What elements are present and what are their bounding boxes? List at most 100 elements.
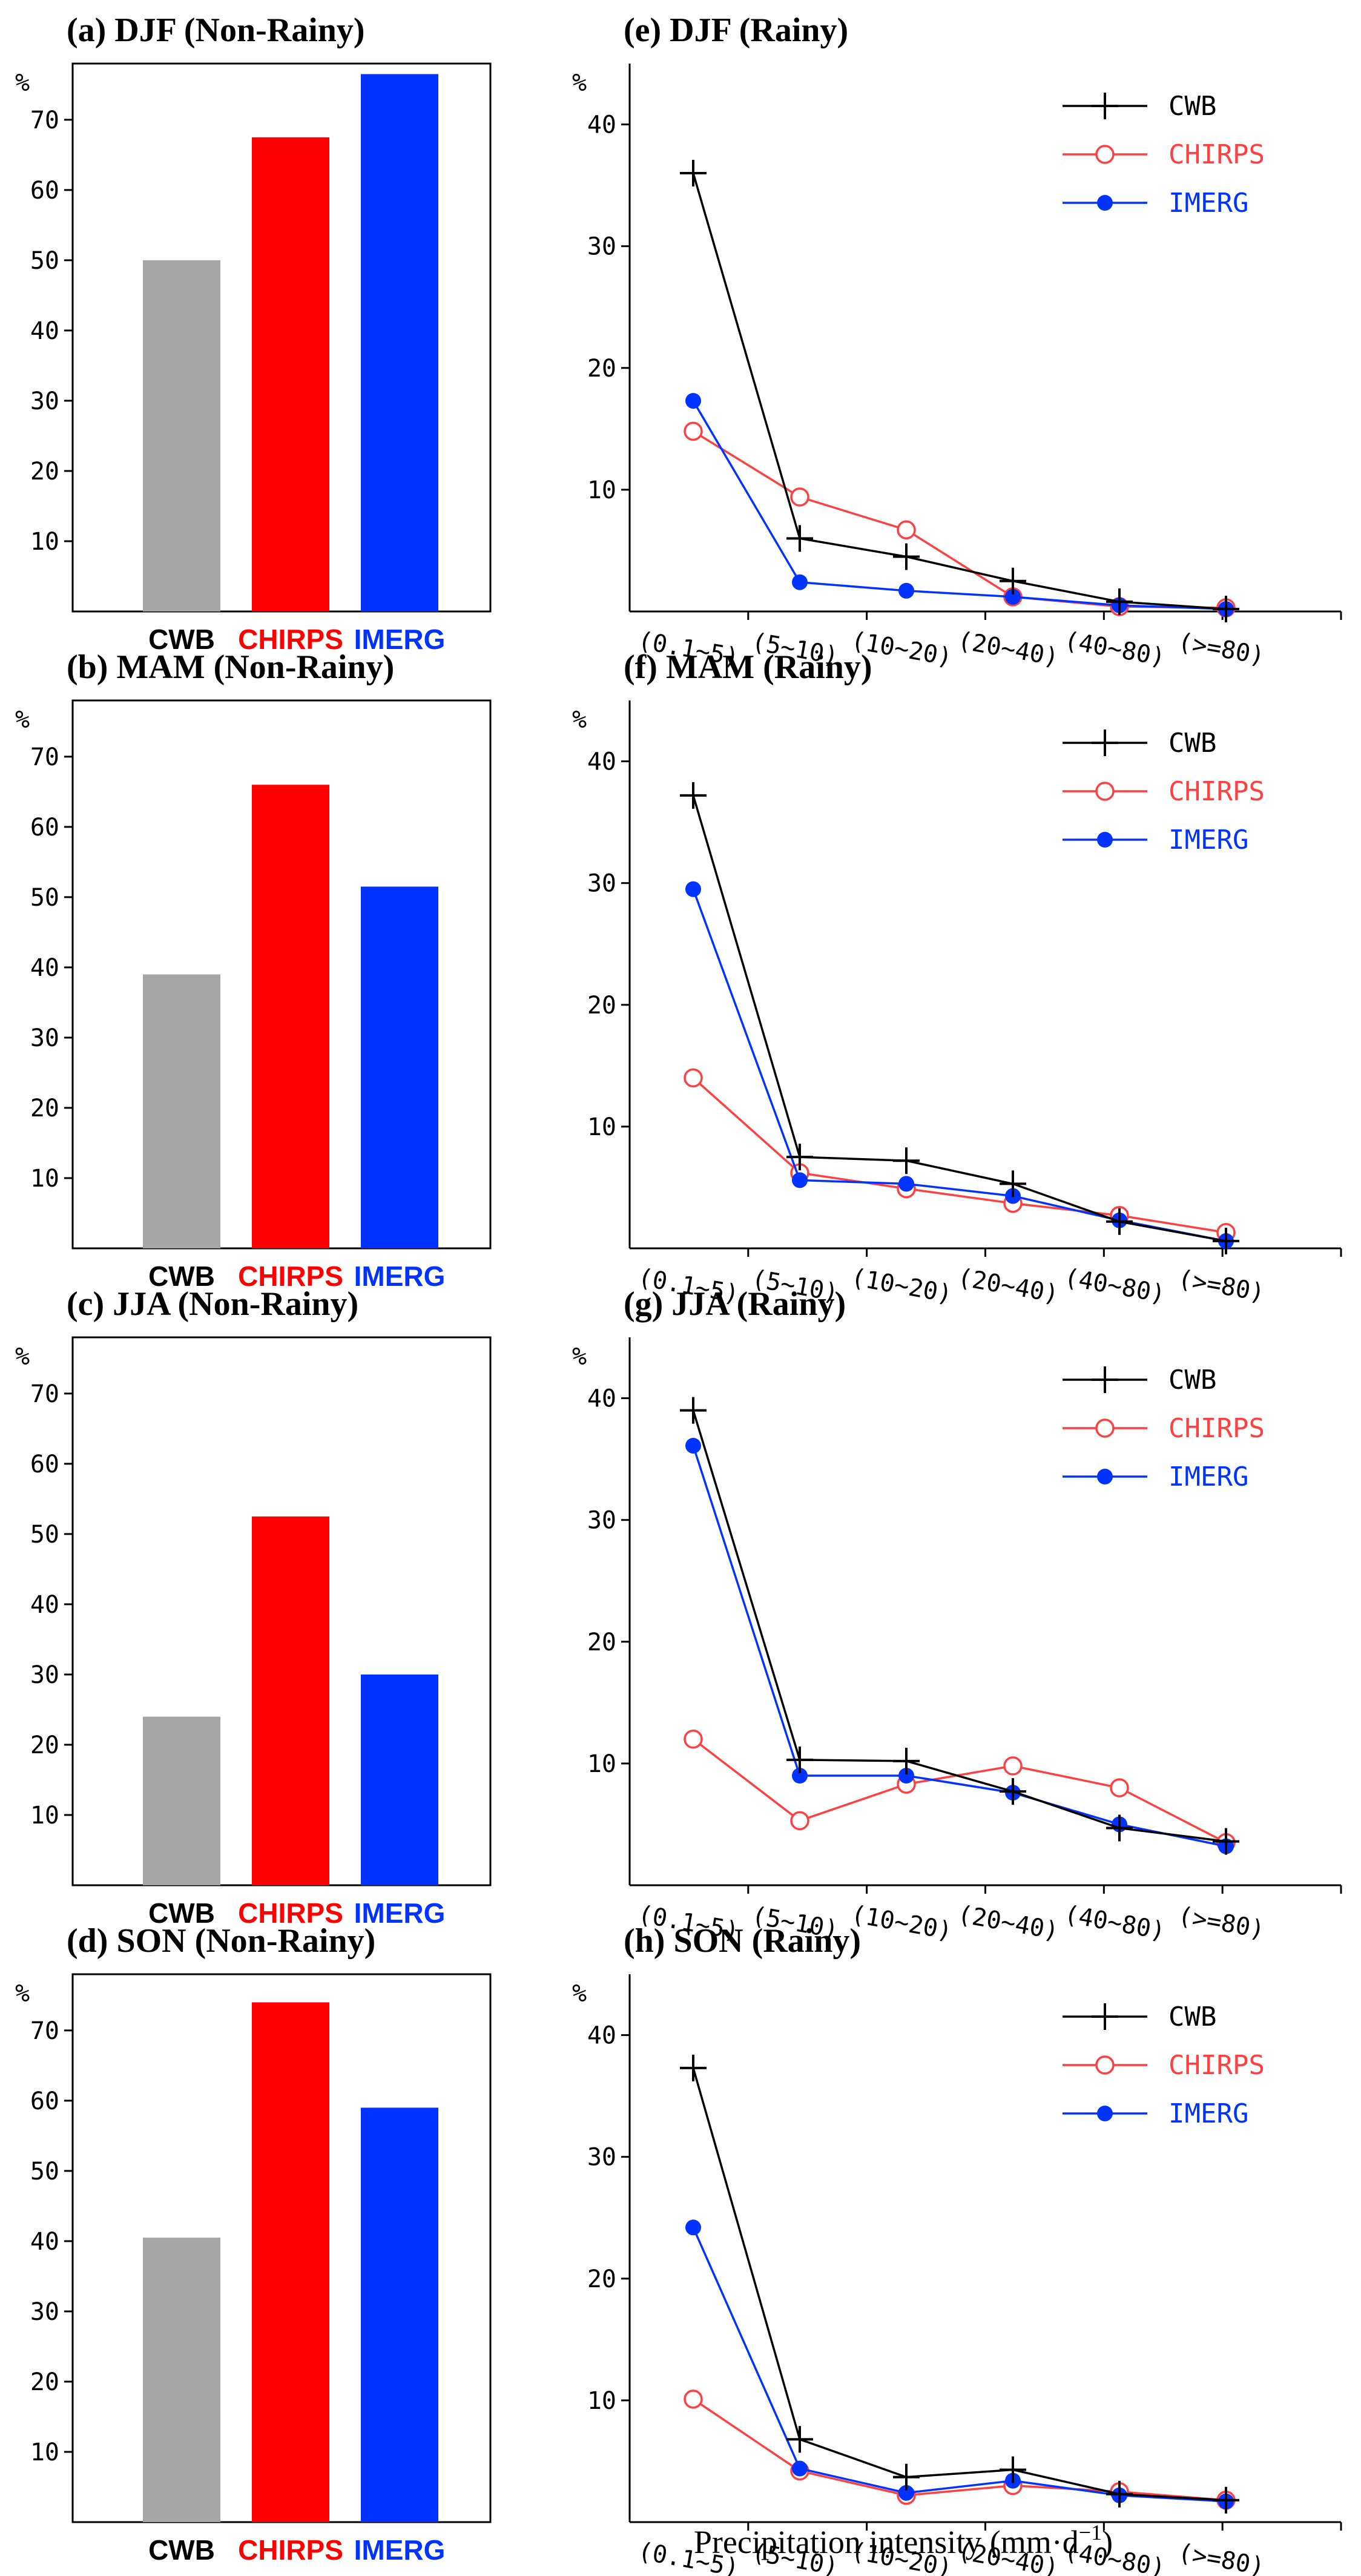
point-cwb bbox=[786, 1144, 813, 1171]
point-imerg bbox=[685, 393, 701, 409]
legend-label-imerg: IMERG bbox=[1168, 2098, 1248, 2129]
point-imerg bbox=[898, 2485, 914, 2501]
panel-c: (c) JJA (Non-Rainy)% 10 20 30 40 50 60 70 CWB CHI… bbox=[15, 1285, 492, 1929]
point-cwb bbox=[893, 1747, 920, 1774]
bar-chirps bbox=[252, 137, 329, 612]
point-cwb bbox=[1000, 567, 1026, 595]
legend-label-imerg: IMERG bbox=[1168, 188, 1248, 219]
series-line-cwb bbox=[692, 173, 1227, 610]
panel-title: (a) DJF (Non-Rainy) bbox=[67, 12, 365, 49]
panel-title: (h) SON (Rainy) bbox=[624, 1922, 861, 1960]
y-tick-label: 30 bbox=[30, 387, 59, 415]
bar-chirps bbox=[252, 2002, 329, 2522]
series-line-cwb bbox=[692, 2067, 1227, 2502]
panel-title: (c) JJA (Non-Rainy) bbox=[67, 1285, 358, 1323]
point-cwb bbox=[1000, 1778, 1026, 1805]
point-imerg bbox=[792, 574, 808, 590]
x-category-label: (40~80) bbox=[1062, 1263, 1167, 1309]
legend-marker-cwb bbox=[1092, 93, 1118, 119]
panel-title: (f) MAM (Rainy) bbox=[624, 648, 872, 686]
y-tick-label: 30 bbox=[587, 1507, 616, 1535]
point-cwb bbox=[893, 1147, 920, 1174]
point-chirps bbox=[684, 2390, 703, 2409]
point-cwb bbox=[786, 2426, 813, 2453]
y-tick-label: 70 bbox=[30, 107, 59, 134]
legend-marker-chirps bbox=[1095, 2055, 1115, 2075]
point-cwb bbox=[1106, 1814, 1133, 1842]
bar-cwb bbox=[143, 1716, 220, 1885]
y-tick-label: 10 bbox=[30, 528, 59, 556]
bar-cwb bbox=[143, 974, 220, 1248]
legend-marker-cwb bbox=[1092, 2003, 1118, 2030]
y-tick-label: 10 bbox=[587, 1750, 616, 1778]
y-tick-label: 30 bbox=[587, 870, 616, 898]
panel-title: (d) SON (Non-Rainy) bbox=[67, 1922, 375, 1960]
point-imerg bbox=[898, 582, 914, 599]
legend-marker-imerg bbox=[1097, 2106, 1113, 2121]
y-tick-label: 20 bbox=[587, 992, 616, 1020]
panel-d: (d) SON (Non-Rainy)% 10 20 30 40 50 60 70 CWB CHI… bbox=[15, 1922, 492, 2566]
legend-label-chirps: CHIRPS bbox=[1168, 139, 1265, 170]
point-chirps bbox=[1110, 1778, 1129, 1797]
point-imerg bbox=[898, 1176, 914, 1192]
y-unit-label: % bbox=[572, 706, 587, 734]
y-unit-label: % bbox=[572, 1980, 587, 2008]
x-category-label: CWB bbox=[148, 1260, 215, 1292]
y-tick-label: 20 bbox=[30, 458, 59, 486]
panel-b: (b) MAM (Non-Rainy)% 10 20 30 40 50 60 70 CWB CHI… bbox=[15, 648, 492, 1292]
series-line-imerg bbox=[692, 2227, 1227, 2503]
x-category-label: (>=80) bbox=[1176, 2538, 1267, 2576]
point-chirps bbox=[790, 487, 809, 507]
point-cwb bbox=[786, 1746, 813, 1773]
bar-imerg bbox=[361, 2107, 438, 2522]
legend-label-cwb: CWB bbox=[1168, 1365, 1216, 1395]
y-tick-label: 40 bbox=[587, 111, 616, 139]
x-category-label: (10~20) bbox=[849, 1263, 954, 1309]
legend-label-imerg: IMERG bbox=[1168, 1461, 1248, 1492]
point-imerg bbox=[792, 1768, 808, 1784]
x-category-label: IMERG bbox=[354, 1260, 446, 1292]
legend-label-cwb: CWB bbox=[1168, 2001, 1216, 2032]
point-cwb bbox=[1213, 2486, 1239, 2514]
point-imerg bbox=[685, 2219, 701, 2236]
x-category-label: (20~40) bbox=[955, 627, 1061, 672]
x-category-label: CHIRPS bbox=[238, 624, 343, 655]
point-chirps bbox=[897, 520, 916, 540]
x-category-label: CHIRPS bbox=[238, 2534, 343, 2566]
point-cwb bbox=[680, 2054, 707, 2081]
y-tick-label: 60 bbox=[30, 1451, 59, 1478]
x-category-label: IMERG bbox=[354, 2534, 446, 2566]
point-cwb bbox=[1000, 2456, 1026, 2483]
y-tick-label: 40 bbox=[30, 954, 59, 982]
y-tick-label: 10 bbox=[587, 1113, 616, 1141]
x-category-label: CWB bbox=[148, 2534, 215, 2566]
bar-imerg bbox=[361, 1674, 438, 1885]
y-unit-label: % bbox=[15, 69, 30, 97]
legend-label-cwb: CWB bbox=[1168, 728, 1216, 759]
y-unit-label: % bbox=[15, 1343, 30, 1371]
y-tick-label: 60 bbox=[30, 2087, 59, 2115]
y-tick-label: 10 bbox=[30, 2439, 59, 2466]
panel-title: (b) MAM (Non-Rainy) bbox=[67, 648, 394, 686]
x-category-label: CWB bbox=[148, 624, 215, 655]
y-unit-label: % bbox=[572, 1343, 587, 1371]
bar-cwb bbox=[143, 260, 220, 611]
x-category-label: (10~20) bbox=[849, 1900, 954, 1946]
y-tick-label: 30 bbox=[30, 1661, 59, 1689]
legend-label-chirps: CHIRPS bbox=[1168, 776, 1265, 807]
point-cwb bbox=[1106, 2480, 1133, 2508]
bar-chirps bbox=[252, 1516, 329, 1885]
y-tick-label: 30 bbox=[587, 233, 616, 261]
y-tick-label: 20 bbox=[587, 355, 616, 383]
y-tick-label: 60 bbox=[30, 177, 59, 205]
legend-marker-cwb bbox=[1092, 1366, 1118, 1393]
y-tick-label: 50 bbox=[30, 247, 59, 275]
y-tick-label: 50 bbox=[30, 884, 59, 912]
x-category-label: CHIRPS bbox=[238, 1260, 343, 1292]
x-category-label: (>=80) bbox=[1176, 628, 1267, 670]
bar-cwb bbox=[143, 2238, 220, 2522]
x-category-label: (20~40) bbox=[955, 1263, 1061, 1309]
